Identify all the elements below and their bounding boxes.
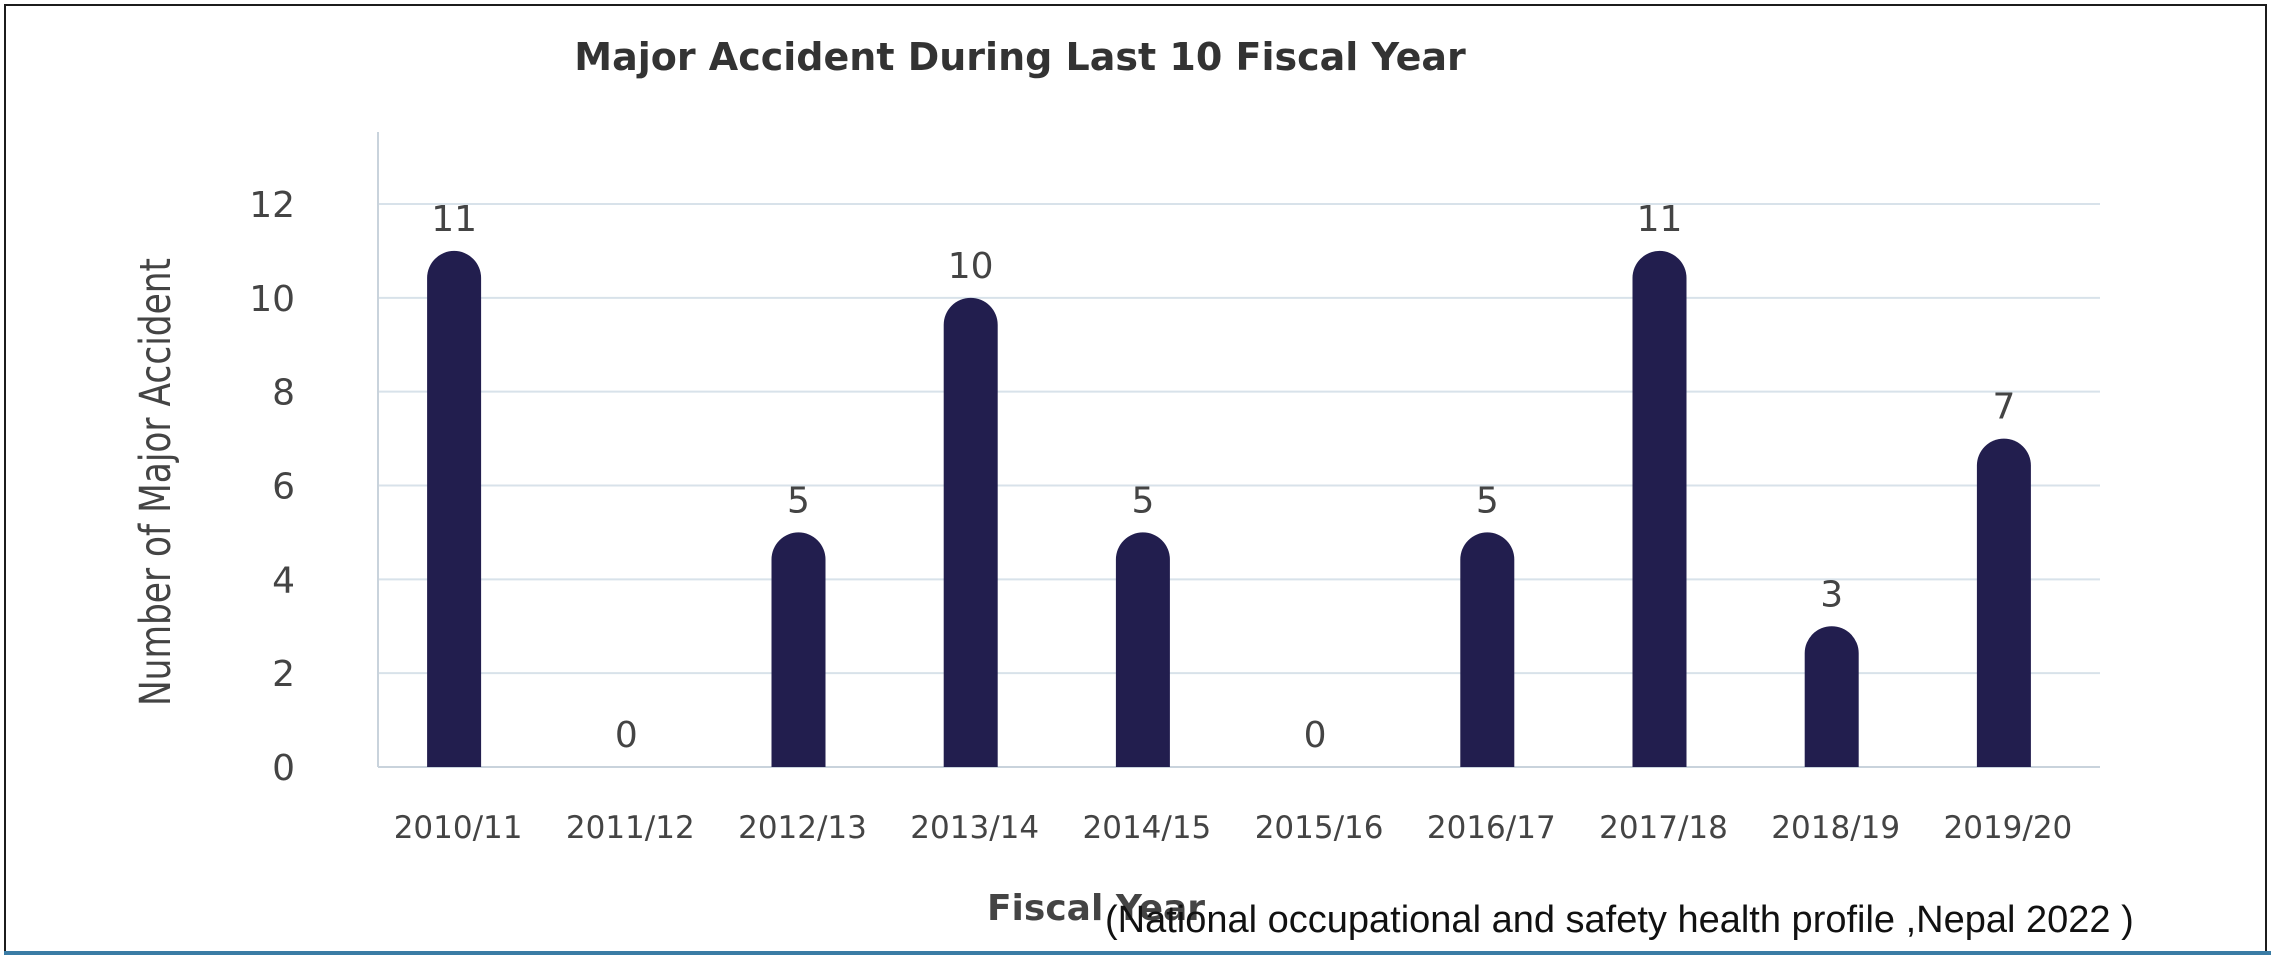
data-label: 11 (431, 199, 477, 240)
bar-2010-11 (427, 250, 482, 767)
y-tick-label: 2 (272, 654, 295, 695)
data-label: 11 (1637, 199, 1683, 240)
data-label: 5 (787, 480, 810, 521)
y-tick-label: 12 (249, 185, 295, 226)
data-label: 0 (1304, 715, 1327, 756)
bar-2018-19 (1804, 626, 1859, 767)
y-tick-label: 10 (249, 279, 295, 320)
bar-2016-17 (1460, 532, 1515, 767)
source-citation: (National occupational and safety health… (1105, 899, 2134, 941)
y-axis-title: Number of Major Accident (131, 258, 181, 706)
chart-frame (4, 4, 2267, 951)
chart-title: Major Accident During Last 10 Fiscal Yea… (574, 35, 1466, 79)
bar-2013-14 (943, 297, 998, 767)
x-tick-label: 2015/16 (1255, 810, 1384, 846)
data-labels: 11 0 5 10 5 0 5 11 3 7 (431, 199, 2015, 756)
x-tick-label: 2019/20 (1944, 810, 2073, 846)
x-tick-label: 2012/13 (738, 810, 867, 846)
x-tick-label: 2018/19 (1771, 810, 1900, 846)
bar-2017-18 (1632, 250, 1687, 767)
tick-labels: 0 2 4 6 8 10 12 2010/11 2011/12 2012/13 2013/14 201… (249, 185, 2072, 846)
y-tick-label: 0 (272, 748, 295, 789)
data-label: 5 (1476, 480, 1499, 521)
bar-2012-13 (771, 532, 826, 767)
bar-2014-15 (1115, 532, 1170, 767)
y-tick-label: 4 (272, 560, 295, 601)
bars (427, 250, 2031, 767)
x-tick-label: 2013/14 (910, 810, 1039, 846)
y-tick-label: 6 (272, 467, 295, 508)
data-label: 0 (615, 715, 638, 756)
frame-bottom-rule (4, 951, 2271, 955)
data-label: 10 (948, 246, 994, 287)
x-tick-label: 2014/15 (1083, 810, 1212, 846)
x-tick-label: 2017/18 (1599, 810, 1728, 846)
data-label: 5 (1131, 480, 1154, 521)
y-tick-label: 8 (272, 373, 295, 414)
x-tick-label: 2010/11 (394, 810, 523, 846)
bar-2019-20 (1976, 438, 2031, 767)
x-tick-label: 2016/17 (1427, 810, 1556, 846)
x-axis-title: Fiscal Year (987, 888, 1205, 929)
data-label: 3 (1820, 574, 1843, 615)
x-tick-label: 2011/12 (566, 810, 695, 846)
data-label: 7 (1992, 387, 2015, 428)
